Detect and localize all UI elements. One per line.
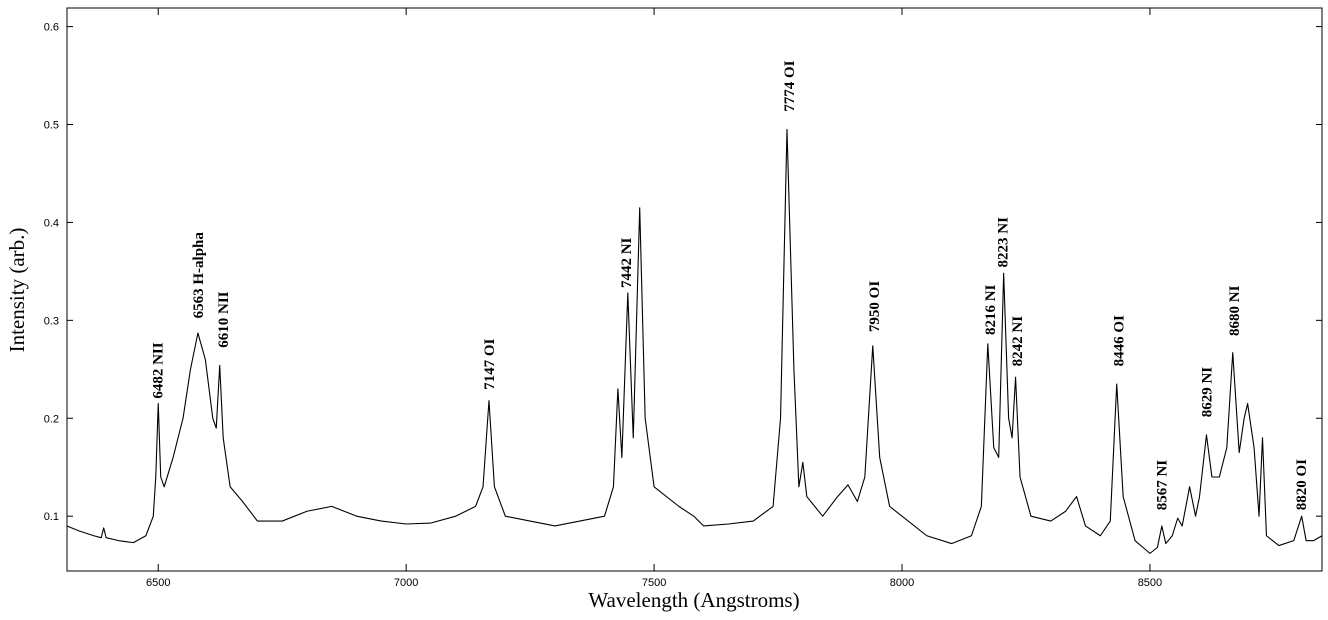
line-annotation: 8446 OI	[1112, 315, 1128, 366]
y-tick-label: 0.6	[44, 22, 59, 34]
y-tick-label: 0.1	[44, 511, 59, 523]
y-tick-label: 0.3	[44, 315, 59, 327]
line-annotation: 8680 NI	[1227, 285, 1243, 336]
x-tick-label: 7000	[394, 577, 418, 589]
line-annotation: 8629 NI	[1199, 367, 1215, 418]
line-annotation: 6482 NII	[151, 342, 167, 398]
line-annotation: 8820 OI	[1294, 459, 1310, 510]
y-tick-label: 0.5	[44, 120, 59, 132]
line-annotation: 8216 NI	[983, 284, 999, 335]
line-annotation: 8567 NI	[1154, 460, 1170, 511]
line-annotation: 6563 H-alpha	[191, 232, 207, 319]
y-tick-label: 0.4	[44, 217, 59, 229]
x-tick-label: 7500	[642, 577, 666, 589]
line-annotation: 7442 NI	[619, 237, 635, 288]
line-annotation: 7950 OI	[867, 281, 883, 332]
line-annotation: 8223 NI	[996, 217, 1012, 268]
line-annotation: 6610 NII	[216, 291, 232, 347]
line-annotation: 8242 NI	[1010, 316, 1026, 367]
x-axis-label: Wavelength (Angstroms)	[588, 588, 799, 612]
x-tick-label: 8500	[1138, 577, 1162, 589]
x-tick-label: 8000	[890, 577, 914, 589]
x-tick-label: 6500	[146, 577, 170, 589]
y-tick-label: 0.2	[44, 413, 59, 425]
plot-frame	[66, 7, 1323, 572]
y-axis-label: Intensity (arb.)	[5, 228, 29, 353]
line-annotation: 7147 OI	[482, 338, 498, 389]
line-annotation: 7774 OI	[782, 60, 798, 111]
spectrum-line	[66, 128, 1323, 554]
